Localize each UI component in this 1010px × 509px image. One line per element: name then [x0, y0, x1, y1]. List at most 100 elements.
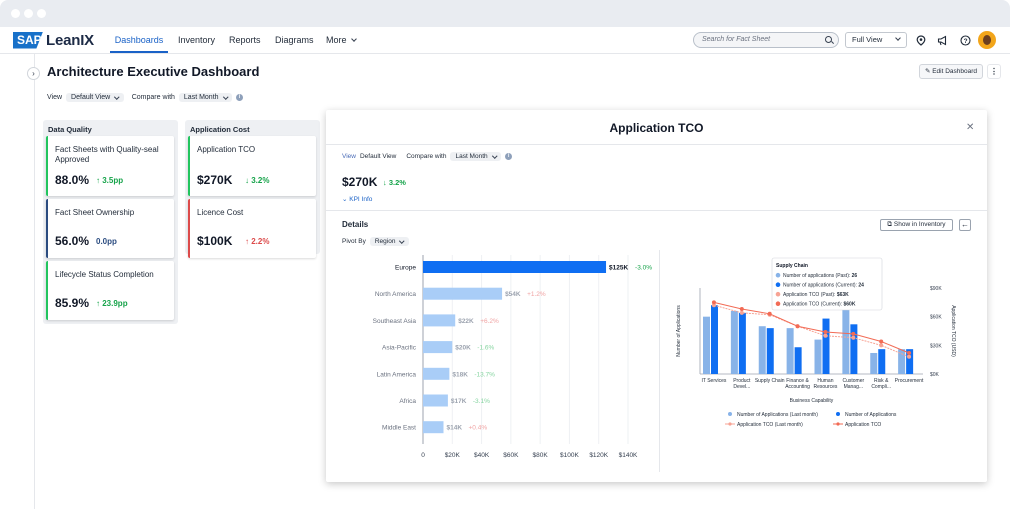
panel-compare-select[interactable]: Last Month: [450, 152, 502, 161]
kpi-card[interactable]: Licence Cost $100K ↑ 2.2%: [188, 199, 316, 258]
bar: [822, 318, 830, 374]
bar: [711, 305, 718, 374]
divider: [659, 250, 660, 472]
divider: [326, 210, 987, 211]
kpi-title: Application TCO: [197, 145, 256, 154]
search-input[interactable]: Search for Fact Sheet: [693, 32, 839, 48]
category-label: Devel...: [733, 384, 750, 390]
legend-marker: [728, 422, 732, 426]
bar: [870, 352, 878, 374]
category-label: Accounting: [785, 384, 810, 390]
kpi-card[interactable]: Fact Sheets with Quality-seal Approved 8…: [46, 136, 174, 196]
legend-marker: [836, 422, 840, 426]
line-point: [879, 343, 884, 348]
show-in-inventory-button[interactable]: ⧉ Show in Inventory: [880, 219, 953, 231]
megaphone-icon[interactable]: [937, 35, 948, 46]
line-point: [851, 335, 856, 340]
application-cost-column: Application Cost Application TCO $270K ↓…: [185, 120, 320, 258]
line-point: [739, 307, 744, 312]
kpi-value: 85.9%: [55, 296, 90, 310]
info-icon[interactable]: i: [505, 153, 513, 160]
bar: [423, 394, 448, 407]
region-bar-chart: 0 $20K $40K $60K $80K $100K $120K $140K Europe $1…: [373, 255, 652, 459]
compare-select[interactable]: Last Month: [178, 93, 233, 102]
bar: [786, 328, 794, 374]
browser-chrome: [0, 0, 1010, 27]
panel-view-select[interactable]: Default View: [359, 153, 397, 160]
category-label: North America: [375, 291, 417, 298]
avatar-face-icon: [983, 35, 991, 45]
kpi-card[interactable]: Lifecycle Status Completion 85.9% ↑ 23.9…: [46, 261, 174, 320]
tooltip-row-label: Number of applications (Current):: [783, 283, 858, 289]
category-label: Compli...: [871, 384, 891, 390]
nav-more-label: More: [326, 35, 347, 45]
tooltip-row-label: Number of applications (Past):: [783, 273, 852, 279]
category-label: Risk &: [874, 378, 889, 384]
info-icon[interactable]: i: [236, 94, 244, 101]
pivot-by: Pivot By Region: [342, 237, 409, 246]
kpi-info-toggle[interactable]: ⌄ KPI Info: [342, 195, 372, 203]
category-label: Customer: [842, 378, 864, 384]
data-quality-column: Data Quality Fact Sheets with Quality-se…: [43, 120, 178, 324]
arrow-up-icon: ↑: [96, 299, 100, 308]
kpi-card[interactable]: Fact Sheet Ownership 56.0% 0.0pp: [46, 199, 174, 258]
search-icon[interactable]: [825, 36, 832, 43]
bar-delta-label: -13.7%: [474, 371, 495, 378]
category-label: Product: [733, 378, 751, 384]
kpi-delta-value: 23.9pp: [102, 299, 128, 308]
view-select[interactable]: Default View: [66, 93, 124, 102]
x-tick-label: $120K: [589, 452, 608, 459]
bar: [423, 314, 456, 327]
app-logo[interactable]: SAP LeanIX: [13, 31, 94, 49]
view-mode-select[interactable]: Full View: [845, 32, 907, 48]
bar: [794, 347, 802, 374]
tooltip-row-value: 24: [858, 283, 864, 289]
tooltip-box: [771, 257, 883, 311]
tooltip-row: Application TCO (Current): $60K: [783, 302, 856, 308]
nav-reports[interactable]: Reports: [229, 35, 261, 45]
tooltip-row: Application TCO (Past): $63K: [783, 292, 849, 298]
category-label: IT Services: [701, 378, 726, 384]
tooltip-row-value: $60K: [843, 302, 855, 308]
tooltip-marker: [775, 301, 781, 306]
nav-dashboards[interactable]: Dashboards: [110, 27, 168, 53]
close-icon[interactable]: ✕: [966, 122, 975, 133]
bar-value-label: $18K: [452, 371, 468, 378]
legend-label: Application TCO (Last month): [737, 422, 803, 428]
user-avatar[interactable]: [978, 31, 996, 49]
help-icon[interactable]: ?: [960, 35, 971, 46]
expand-sidebar-button[interactable]: ›: [27, 67, 40, 80]
back-arrow-icon[interactable]: ←: [959, 219, 971, 231]
bar: [738, 312, 746, 374]
edit-dashboard-label: Edit Dashboard: [932, 68, 978, 75]
bar: [850, 324, 858, 374]
more-options-icon[interactable]: ⋮: [987, 64, 1001, 79]
tooltip-marker: [775, 291, 781, 297]
kpi-value: 56.0%: [55, 234, 90, 248]
legend-marker: [728, 412, 732, 416]
kpi-card[interactable]: Application TCO $270K ↓ 3.2%: [188, 136, 316, 196]
nav-inventory[interactable]: Inventory: [178, 35, 216, 45]
bar: [878, 349, 886, 374]
kpi-delta-value: 3.5pp: [102, 176, 124, 185]
bar-value-label: $14K: [447, 425, 463, 432]
bar: [423, 421, 444, 434]
pencil-icon: ✎: [924, 68, 931, 75]
bar-value-label: $20K: [455, 345, 471, 352]
location-pin-icon[interactable]: [916, 35, 926, 46]
category-label: Africa: [399, 398, 416, 405]
arrow-up-icon: ↑: [96, 176, 100, 185]
chevron-down-icon: [222, 94, 228, 99]
nav-diagrams[interactable]: Diagrams: [275, 35, 314, 45]
bar: [423, 341, 453, 354]
tooltip-marker: [775, 272, 781, 278]
tooltip-row-value: 26: [852, 273, 858, 279]
search-placeholder: Search for Fact Sheet: [702, 36, 771, 43]
line-point: [851, 331, 856, 336]
nav-more[interactable]: More: [326, 27, 357, 53]
category-label: Resources: [813, 384, 837, 390]
pivot-select[interactable]: Region: [369, 237, 409, 246]
edit-dashboard-button[interactable]: ✎ Edit Dashboard: [919, 64, 983, 79]
external-link-icon: ⧉: [887, 221, 893, 228]
panel-kpi-delta-value: 3.2%: [388, 178, 406, 187]
